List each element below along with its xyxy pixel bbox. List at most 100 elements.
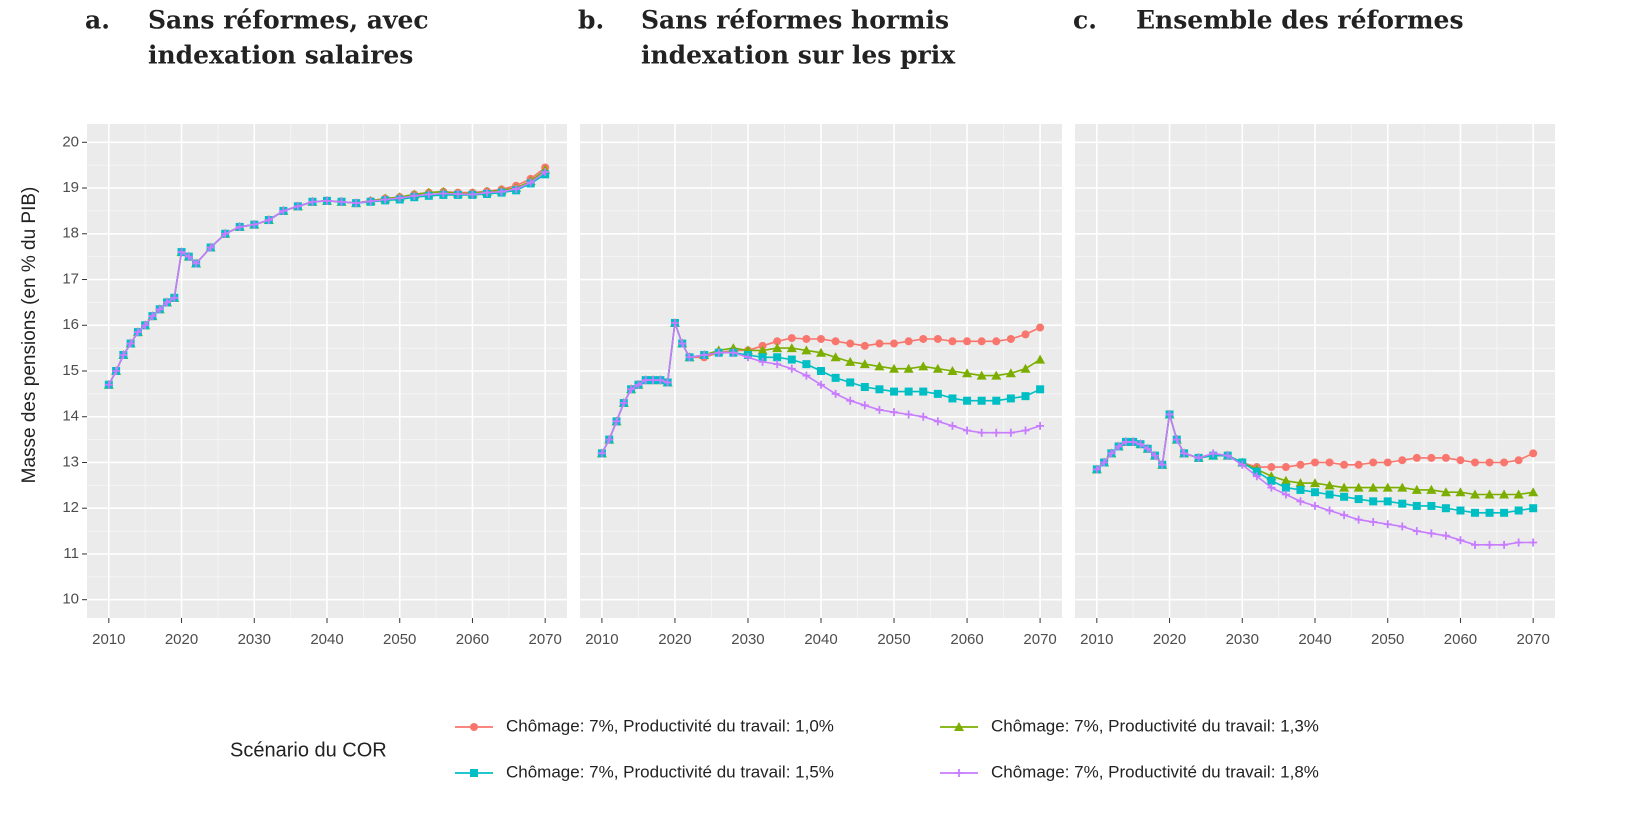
marker (1310, 478, 1320, 488)
marker (1296, 485, 1305, 494)
marker (933, 334, 942, 343)
marker (470, 769, 478, 777)
legend-item: Chômage: 7%, Productivité du travail: 1,… (455, 762, 834, 781)
marker (1006, 428, 1015, 437)
marker (381, 195, 390, 204)
x-tick-label: 2050 (877, 631, 910, 648)
x-tick-label: 2050 (1371, 631, 1404, 648)
marker (1470, 489, 1480, 499)
marker (1006, 394, 1015, 403)
panel-title: indexation sur les prix (641, 41, 956, 70)
marker (889, 363, 900, 373)
marker (512, 184, 521, 193)
marker (1382, 482, 1393, 492)
marker (773, 360, 782, 369)
x-tick-label: 2030 (731, 631, 764, 648)
marker (1295, 478, 1306, 488)
x-tick-label: 2030 (238, 631, 271, 648)
marker (1252, 467, 1261, 476)
marker (1209, 449, 1218, 458)
marker (1383, 497, 1392, 506)
panel-label: c. (1073, 6, 1097, 35)
marker (977, 428, 986, 437)
marker (963, 337, 972, 346)
marker (802, 334, 811, 343)
legend-label: Chômage: 7%, Productivité du travail: 1,… (506, 716, 834, 735)
marker (992, 337, 1001, 346)
x-tick-label: 2070 (1023, 631, 1056, 648)
marker (874, 361, 885, 371)
marker (977, 396, 986, 405)
marker (1383, 520, 1392, 529)
marker (947, 366, 958, 375)
marker (1021, 426, 1030, 435)
marker (1180, 449, 1189, 458)
marker (612, 417, 621, 426)
marker (948, 421, 957, 430)
marker (483, 188, 491, 197)
marker (1340, 492, 1349, 501)
marker (904, 410, 913, 419)
legend-label: Chômage: 7%, Productivité du travail: 1,… (991, 716, 1319, 735)
marker (163, 298, 171, 307)
marker (991, 370, 1002, 380)
marker (1500, 458, 1509, 467)
panel-title: Sans réformes hormis (641, 6, 949, 35)
marker (1383, 458, 1392, 467)
legend-label: Chômage: 7%, Productivité du travail: 1,… (991, 762, 1319, 781)
panel-title: Sans réformes, avec (148, 6, 429, 35)
x-tick-label: 2040 (1298, 631, 1331, 648)
x-tick-label: 2010 (585, 631, 618, 648)
marker (470, 723, 478, 731)
marker (308, 197, 317, 206)
marker (757, 345, 768, 355)
marker (468, 190, 477, 199)
marker (1456, 456, 1465, 465)
marker (1340, 460, 1349, 469)
marker (860, 383, 869, 392)
marker (148, 312, 157, 321)
y-tick-label: 10 (62, 591, 79, 608)
marker (758, 357, 767, 366)
marker (1036, 385, 1045, 394)
marker (279, 206, 288, 215)
legend-item: Chômage: 7%, Productivité du travail: 1,… (940, 762, 1319, 781)
marker (177, 248, 186, 257)
legend-title: Scénario du COR (230, 739, 387, 761)
marker (1441, 531, 1450, 540)
x-tick-label: 2020 (658, 631, 691, 648)
marker (831, 373, 840, 382)
marker (1514, 506, 1523, 515)
y-tick-label: 20 (62, 133, 79, 150)
marker (904, 387, 913, 396)
marker (919, 387, 928, 396)
marker (641, 376, 650, 385)
panel-label: a. (85, 6, 110, 35)
marker (919, 412, 928, 421)
marker (250, 220, 259, 229)
marker (439, 189, 448, 198)
marker (192, 259, 201, 268)
marker (1441, 504, 1450, 513)
marker (875, 339, 884, 348)
marker (1455, 487, 1466, 497)
marker (293, 202, 302, 211)
x-tick-label: 2060 (950, 631, 983, 648)
marker (323, 196, 331, 205)
marker (605, 435, 614, 444)
marker (395, 194, 404, 203)
marker (817, 380, 825, 389)
marker (678, 339, 687, 348)
marker (977, 337, 986, 346)
legend-item: Chômage: 7%, Productivité du travail: 1,… (455, 716, 834, 735)
marker (890, 408, 899, 417)
y-tick-label: 17 (62, 270, 79, 287)
marker (948, 337, 957, 346)
marker (1514, 538, 1523, 547)
marker (1165, 410, 1174, 419)
marker (453, 189, 462, 198)
marker (104, 380, 113, 389)
marker (846, 378, 855, 387)
x-tick-label: 2010 (92, 631, 125, 648)
marker (787, 355, 796, 364)
